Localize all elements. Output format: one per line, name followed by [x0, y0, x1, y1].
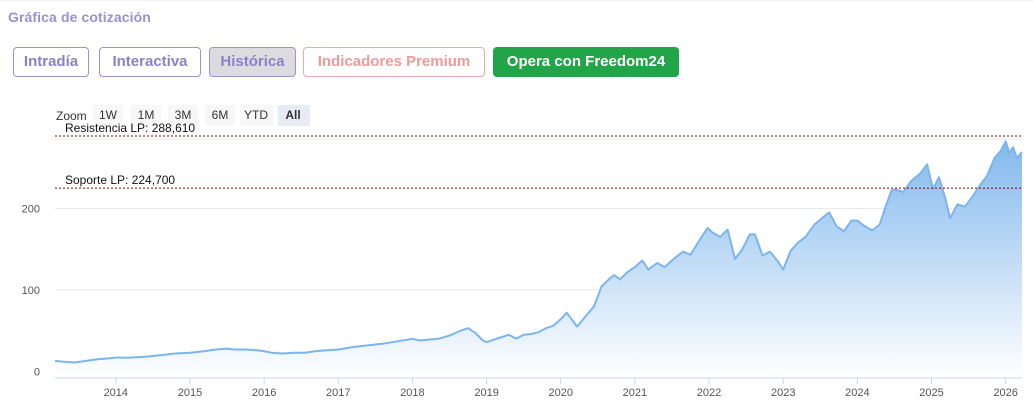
x-tick-label-2026: 2026	[993, 387, 1017, 399]
tab-historical[interactable]: Histórica	[209, 47, 296, 77]
zoom-option-6m-label: 6M	[212, 108, 229, 122]
zoom-option-1w-label: 1W	[99, 108, 118, 122]
level-label-1: Soporte LP: 224,700	[65, 173, 175, 187]
x-tick-label-2015: 2015	[178, 387, 202, 399]
x-tick-label-2016: 2016	[252, 387, 276, 399]
x-tick-label-2018: 2018	[400, 387, 424, 399]
x-tick-label-2019: 2019	[474, 387, 498, 399]
zoom-option-1w[interactable]: 1W	[93, 105, 123, 126]
top-divider	[0, 0, 1033, 1]
zoom-option-all[interactable]: All	[278, 105, 310, 126]
tab-interactive[interactable]: Interactiva	[99, 47, 201, 77]
zoom-option-1m[interactable]: 1M	[131, 105, 161, 126]
zoom-option-ytd[interactable]: YTD	[240, 105, 273, 126]
price-area-fill	[55, 141, 1022, 378]
zoom-label: Zoom	[56, 109, 87, 123]
x-tick-label-2022: 2022	[697, 387, 721, 399]
y-tick-label-100: 100	[22, 285, 40, 297]
zoom-selector: Zoom 1W 1M 3M 6M YTD All	[56, 105, 310, 126]
section-title: Gráfica de cotización	[8, 9, 151, 25]
x-tick-label-2024: 2024	[845, 387, 869, 399]
tab-premium-indicators[interactable]: Indicadores Premium	[303, 47, 485, 77]
x-tick-label-2014: 2014	[104, 387, 128, 399]
zoom-option-all-label: All	[285, 108, 300, 122]
chart-plot-area	[54, 140, 1023, 378]
price-history-chart: Zoom 1W 1M 3M 6M YTD All Resistencia LP:…	[22, 105, 1023, 399]
x-tick-label-2020: 2020	[549, 387, 573, 399]
level-label-0: Resistencia LP: 288,610	[65, 121, 195, 135]
x-tick-label-2025: 2025	[919, 387, 943, 399]
x-tick-label-2023: 2023	[771, 387, 795, 399]
tab-intraday[interactable]: Intradía	[13, 47, 89, 77]
support-resistance-levels: Resistencia LP: 288,610 Soporte LP: 224,7…	[55, 121, 1022, 189]
x-axis: 2014 2015 2016 2017 2018 2019 2020 2021 2022 2023…	[55, 377, 1022, 399]
zoom-option-1m-label: 1M	[138, 108, 155, 122]
freedom24-cta-button[interactable]: Opera con Freedom24	[493, 47, 679, 77]
x-tick-label-2021: 2021	[623, 387, 647, 399]
y-axis: 0 100 200	[22, 203, 40, 378]
zoom-option-3m-label: 3M	[175, 108, 192, 122]
y-tick-label-200: 200	[22, 203, 40, 215]
zoom-option-3m[interactable]: 3M	[168, 105, 198, 126]
price-series-line	[54, 140, 1023, 364]
zoom-option-6m[interactable]: 6M	[205, 105, 235, 126]
x-tick-label-2017: 2017	[326, 387, 350, 399]
zoom-option-ytd-label: YTD	[244, 108, 268, 122]
y-tick-label-0: 0	[34, 366, 40, 378]
